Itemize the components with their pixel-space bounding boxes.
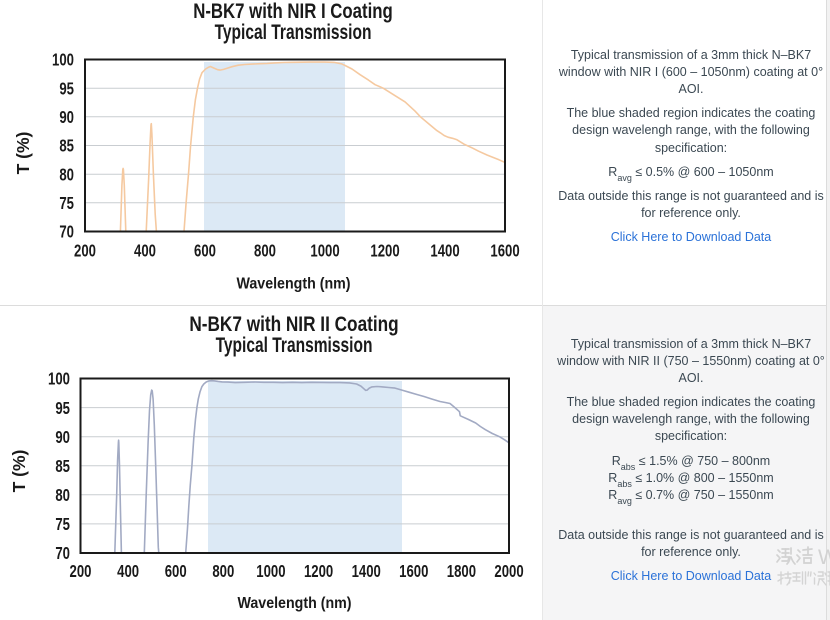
svg-text:1600: 1600 [399,562,428,581]
svg-text:80: 80 [55,486,70,505]
svg-text:100: 100 [48,370,70,389]
svg-text:70: 70 [55,545,70,564]
svg-text:85: 85 [55,457,70,476]
svg-text:600: 600 [165,562,187,581]
svg-text:200: 200 [74,242,96,261]
svg-text:85: 85 [59,137,74,156]
svg-text:800: 800 [212,562,234,581]
svg-text:80: 80 [59,166,74,185]
svg-text:70: 70 [59,223,74,242]
svg-text:1400: 1400 [352,562,381,581]
svg-text:N-BK7 with NIR II Coating: N-BK7 with NIR II Coating [189,314,398,337]
svg-text:90: 90 [59,108,74,127]
svg-text:Typical Transmission: Typical Transmission [216,333,373,357]
svg-text:2000: 2000 [494,562,523,581]
svg-text:400: 400 [134,242,156,261]
svg-text:75: 75 [55,515,70,534]
svg-text:600: 600 [194,242,216,261]
svg-text:N-BK7 with NIR I Coating: N-BK7 with NIR I Coating [193,0,393,23]
svg-text:1000: 1000 [310,242,339,261]
svg-text:400: 400 [117,562,139,581]
svg-text:800: 800 [254,242,276,261]
svg-text:T (%): T (%) [9,450,29,493]
svg-text:90: 90 [55,428,70,447]
svg-text:1600: 1600 [490,242,519,261]
svg-text:95: 95 [59,80,74,99]
svg-text:1200: 1200 [304,562,333,581]
svg-text:200: 200 [70,562,92,581]
svg-text:1400: 1400 [430,242,459,261]
svg-text:1800: 1800 [447,562,476,581]
svg-text:Wavelength (nm): Wavelength (nm) [236,275,350,293]
svg-text:1200: 1200 [370,242,399,261]
svg-text:100: 100 [52,51,74,70]
svg-text:Wavelength (nm): Wavelength (nm) [237,594,351,612]
svg-text:1000: 1000 [256,562,285,581]
svg-text:75: 75 [59,194,74,213]
svg-text:Typical Transmission: Typical Transmission [215,20,372,44]
svg-text:T (%): T (%) [13,132,33,175]
svg-text:W: W [818,546,830,569]
svg-text:95: 95 [55,399,70,418]
